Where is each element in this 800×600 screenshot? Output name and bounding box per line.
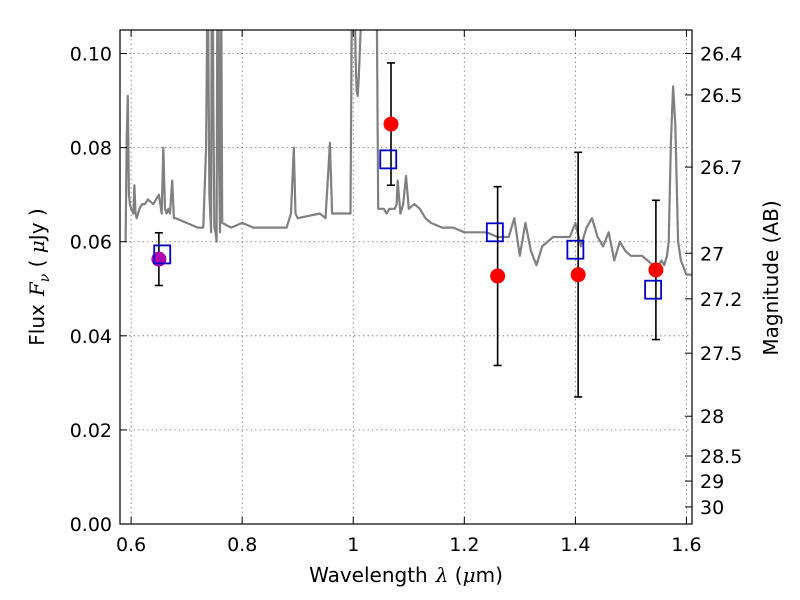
y2-axis-label: Magnitude (AB) [759,200,783,355]
data-point-square [379,149,398,170]
y2-tick-label: 27 [700,243,724,265]
data-point-square [566,239,585,260]
data-point-square [644,279,663,300]
data-markers [151,116,664,300]
x-tick-label: 1 [347,534,359,556]
y2-tick-label: 27.5 [700,343,742,365]
y2-tick-label: 30 [700,497,724,519]
y-tick-label: 0.04 [70,326,112,348]
y2-tick-label: 26.7 [700,157,742,179]
data-point-circle [490,268,506,284]
x-tick-label: 0.8 [227,534,257,556]
y2-tick-label: 29 [700,471,724,493]
axis-ticks: 0.6 0.8 1 1.2 1.4 1.6 0.00 0.02 0.04 0.06 0.08 0.10… [70,30,742,556]
spectrum-line [124,30,692,276]
plot-frame [119,29,693,525]
y2-tick-label: 28 [700,406,724,428]
x-axis-label: Wavelength λ (μm) [309,563,503,587]
y2-tick-label: 27.2 [700,289,742,311]
data-point-circle [570,267,586,283]
x-tick-label: 0.6 [116,534,146,556]
y-tick-label: 0.00 [70,514,112,536]
data-point-circle [648,262,664,278]
y-axis-label: FluxFν ( μJy ) [25,208,53,345]
y-tick-label: 0.02 [70,420,112,442]
error-bars [154,62,660,398]
x-tick-label: 1.4 [560,534,590,556]
y-tick-label: 0.10 [70,44,112,66]
model-spectrum [124,30,692,276]
y-tick-label: 0.06 [70,232,112,254]
data-point-square [153,244,172,265]
y2-tick-label: 26.5 [700,85,742,107]
y-tick-label: 0.08 [70,138,112,160]
y2-tick-label: 28.5 [700,446,742,468]
data-point-square [485,222,504,243]
x-tick-label: 1.6 [671,534,701,556]
data-point-circle [383,116,399,132]
y2-tick-label: 26.4 [700,44,742,66]
x-tick-label: 1.2 [449,534,479,556]
